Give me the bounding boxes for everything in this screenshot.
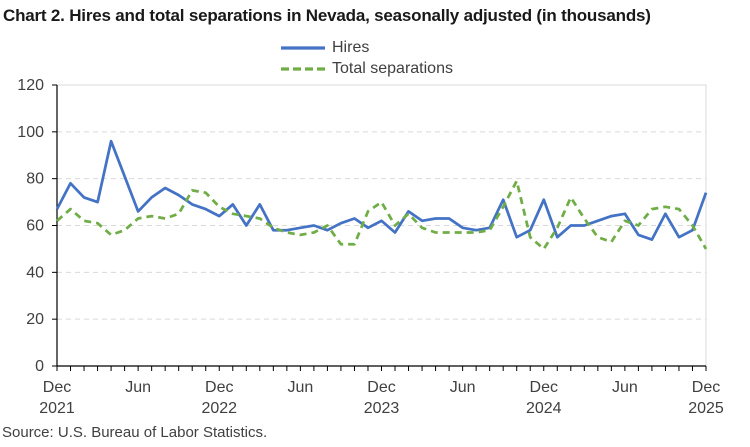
total-separations-line <box>56 179 708 251</box>
x-tick-label-year: 2024 <box>526 400 562 417</box>
legend: Hires Total separations <box>281 37 453 79</box>
x-tick-label-year: 2023 <box>364 400 400 417</box>
y-tick-label: 100 <box>17 124 44 141</box>
y-tick-label: 40 <box>26 264 44 281</box>
y-tick-label: 20 <box>26 311 44 328</box>
x-tick-label-month: Dec <box>692 379 720 396</box>
y-tick-label: 60 <box>26 218 44 235</box>
y-tick-label: 80 <box>26 171 44 188</box>
dashed-line-swatch <box>281 66 325 71</box>
source-note: Source: U.S. Bureau of Labor Statistics. <box>2 424 268 441</box>
x-tick-label-year: 2025 <box>688 400 724 417</box>
x-tick-label-month: Dec <box>43 379 71 396</box>
x-tick-label-month: Dec <box>530 379 558 396</box>
legend-item-total-separations: Total separations <box>281 58 453 79</box>
legend-item-hires: Hires <box>281 37 453 58</box>
hires-line <box>55 139 708 241</box>
y-tick-label: 120 <box>17 77 44 94</box>
x-tick-label-month: Dec <box>205 379 233 396</box>
solid-line-swatch <box>281 45 325 50</box>
x-tick-label-month: Jun <box>125 379 151 396</box>
legend-label: Total separations <box>332 59 453 77</box>
chart-title: Chart 2. Hires and total separations in … <box>3 6 651 25</box>
x-tick-label-year: 2021 <box>39 400 75 417</box>
x-tick-label-month: Dec <box>367 379 395 396</box>
x-tick-label-month: Jun <box>612 379 638 396</box>
x-tick-label-month: Jun <box>450 379 476 396</box>
x-tick-label-year: 2022 <box>201 400 237 417</box>
y-tick-label: 0 <box>35 358 44 375</box>
legend-label: Hires <box>332 38 370 56</box>
x-tick-label-month: Jun <box>287 379 313 396</box>
